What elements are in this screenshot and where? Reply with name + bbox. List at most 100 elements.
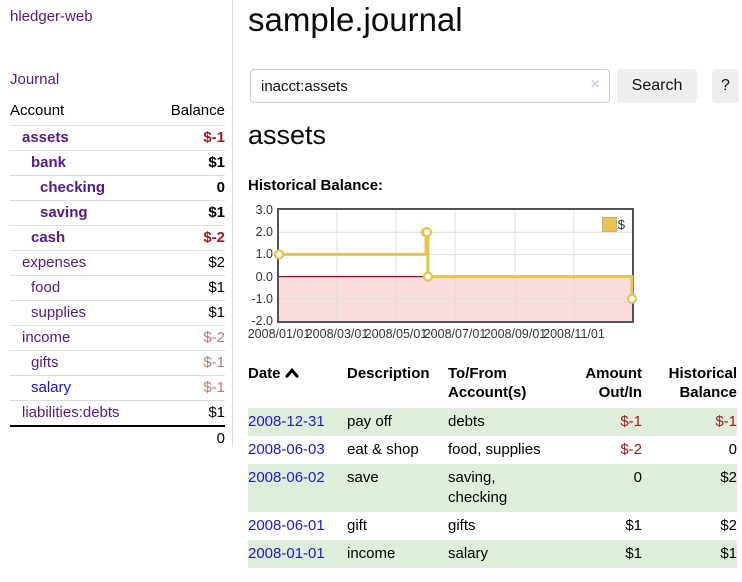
account-row: food $1 [10, 275, 225, 301]
account-link[interactable]: bank [31, 154, 67, 171]
account-link[interactable]: checking [40, 179, 106, 196]
account-balance: $-1 [153, 125, 225, 151]
transaction-row[interactable]: 2008-12-31 pay off debts $-1 $-1 [248, 408, 737, 436]
search-bar: × Search ? [250, 69, 739, 103]
account-balance: $-1 [153, 375, 225, 401]
accounts-table: Account Balance assets $-1 bank $1 checking 0… [10, 100, 225, 451]
transaction-description: eat & shop [347, 441, 419, 458]
accounts-header-balance: Balance [153, 100, 225, 126]
account-link[interactable]: expenses [22, 254, 87, 271]
search-input-wrap: × [250, 69, 610, 103]
app-brand-link[interactable]: hledger-web [10, 8, 93, 25]
account-link[interactable]: salary [31, 379, 72, 396]
search-button[interactable]: Search [617, 69, 697, 103]
transaction-description: gift [347, 517, 368, 534]
transaction-description: income [347, 545, 396, 562]
historical-balance-chart: $ 3.0 2.0 1.0 0.0 -1.0 -2.0 2008/01/01 2008/03… [248, 203, 688, 348]
register-header-date-label: Date [248, 365, 281, 382]
transaction-accounts: gifts [448, 517, 476, 534]
account-link[interactable]: income [22, 329, 71, 346]
transaction-date-link[interactable]: 2008-12-31 [248, 413, 325, 430]
x-axis-tick: 2008/01/01 [247, 327, 311, 341]
account-link[interactable]: liabilities:debts [22, 404, 120, 421]
chart-plot-area: $ [273, 208, 638, 323]
x-axis-tick: 2008/03/01 [305, 327, 369, 341]
transaction-balance: $-1 [715, 413, 737, 430]
legend-swatch-icon [601, 217, 617, 232]
transaction-description: save [347, 469, 379, 486]
account-row: bank $1 [10, 150, 225, 176]
transaction-accounts: food, supplies [448, 441, 541, 458]
legend-label: $ [617, 217, 625, 232]
account-row: gifts $-1 [10, 350, 225, 376]
register-header-date[interactable]: Date [248, 360, 347, 408]
account-link[interactable]: supplies [31, 304, 87, 321]
account-link[interactable]: food [31, 279, 61, 296]
transaction-amount: 0 [633, 469, 642, 486]
transaction-date-link[interactable]: 2008-01-01 [248, 545, 325, 562]
account-balance: $2 [153, 250, 225, 276]
account-row: expenses $2 [10, 250, 225, 276]
register-header-accounts: To/From Account(s) [448, 365, 527, 401]
account-link[interactable]: assets [22, 129, 69, 146]
transaction-row[interactable]: 2008-01-01 income salary $1 $1 [248, 540, 737, 568]
account-row: salary $-1 [10, 375, 225, 401]
transaction-accounts: saving, checking [448, 469, 508, 506]
page-title: sample.journal [248, 1, 463, 38]
account-balance: $-2 [153, 225, 225, 251]
account-balance: $-1 [153, 350, 225, 376]
clear-search-icon[interactable]: × [590, 76, 600, 93]
account-row: liabilities:debts $1 [10, 400, 225, 426]
transaction-date-link[interactable]: 2008-06-01 [248, 517, 325, 534]
account-row: income $-2 [10, 325, 225, 351]
account-balance: $1 [153, 300, 225, 326]
account-link[interactable]: cash [31, 229, 66, 246]
account-balance: $-2 [153, 325, 225, 351]
transaction-accounts: salary [448, 545, 489, 562]
transaction-amount: $1 [625, 517, 642, 534]
transaction-amount: $-2 [620, 441, 642, 458]
y-axis-tick: 3.0 [255, 203, 273, 217]
sidebar-item-journal[interactable]: Journal [10, 71, 60, 88]
transaction-description: pay off [347, 413, 392, 430]
account-row: cash $-2 [10, 225, 225, 251]
chart-title: Historical Balance: [248, 177, 384, 194]
x-axis-tick: 2008/07/01 [423, 327, 487, 341]
register-header-description: Description [347, 365, 430, 382]
account-row: checking 0 [10, 175, 225, 201]
accounts-total-row: 0 [10, 425, 225, 451]
accounts-header-account: Account [10, 100, 154, 126]
account-link[interactable]: saving [40, 204, 88, 221]
account-balance: $1 [153, 200, 225, 226]
account-link[interactable]: gifts [31, 354, 59, 371]
transaction-row[interactable]: 2008-06-03 eat & shop food, supplies $-2 0 [248, 436, 737, 464]
y-axis-tick: -1.0 [251, 291, 273, 306]
sort-ascending-icon [285, 367, 299, 378]
main-content: sample.journal × Search ? assets Histori… [248, 0, 742, 582]
account-balance: $1 [153, 275, 225, 301]
chart-canvas [273, 210, 638, 321]
account-balance: $1 [153, 150, 225, 176]
accounts-table-body: assets $-1 bank $1 checking 0 saving $1 cash $-2 e… [10, 125, 225, 451]
transaction-date-link[interactable]: 2008-06-03 [248, 441, 325, 458]
transaction-row[interactable]: 2008-06-01 gift gifts $1 $2 [248, 512, 737, 540]
y-axis-tick: -2.0 [251, 314, 273, 328]
register-table-body: 2008-12-31 pay off debts $-1 $-1 2008-06-03 ea… [248, 408, 737, 568]
transaction-balance: $2 [720, 469, 737, 486]
account-balance: $1 [153, 400, 225, 426]
x-axis-tick: 2008/11/01 [543, 327, 605, 341]
transaction-balance: $2 [720, 517, 737, 534]
register-table: Date Description To/From Account(s) Amou… [248, 360, 737, 568]
chart-legend: $ [601, 217, 625, 232]
transaction-amount: $-1 [620, 413, 642, 430]
transaction-row[interactable]: 2008-06-02 save saving, checking 0 $2 [248, 464, 737, 512]
y-axis-tick: 1.0 [255, 247, 273, 262]
transaction-date-link[interactable]: 2008-06-02 [248, 469, 325, 486]
y-axis-tick: 2.0 [255, 225, 273, 240]
register-header-balance: Historical Balance [668, 365, 737, 401]
account-balance: 0 [153, 175, 225, 201]
x-axis-tick: 2008/05/01 [364, 327, 428, 341]
help-button[interactable]: ? [712, 69, 739, 103]
search-input[interactable] [250, 69, 610, 103]
account-row: saving $1 [10, 200, 225, 226]
